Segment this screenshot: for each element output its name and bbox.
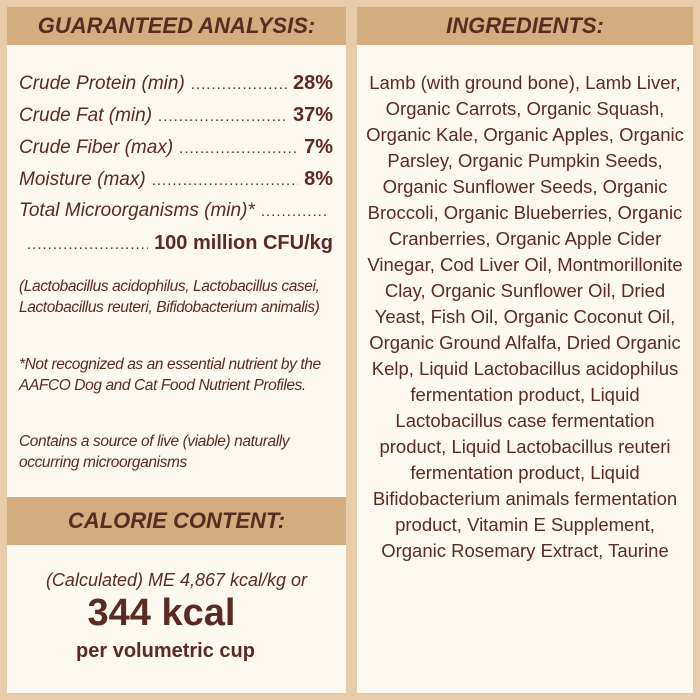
calorie-content-title: CALORIE CONTENT: <box>7 497 346 545</box>
ingredients-title: INGREDIENTS: <box>357 7 693 45</box>
guaranteed-analysis-panel <box>7 7 346 693</box>
calorie-kcal: 344 kcal <box>87 592 236 634</box>
aafco-note: *Not recognized as an essential nutrient… <box>19 356 321 394</box>
calorie-per-cup: per volumetric cup <box>76 640 255 662</box>
live-note: Contains a source of live (viable) natur… <box>19 433 290 471</box>
analysis-row: Crude Protein (min).....................… <box>19 72 333 94</box>
analysis-row: Crude Fiber (max).......................… <box>19 136 333 158</box>
ingredients-list: Lamb (with ground bone), Lamb Liver, Org… <box>366 72 684 561</box>
analysis-row: Moisture (max)..........................… <box>19 168 333 190</box>
analysis-row-value: ........................................… <box>27 232 333 254</box>
calorie-calculated: (Calculated) ME 4,867 kcal/kg or <box>45 570 308 590</box>
ingredients-panel <box>357 7 693 693</box>
guaranteed-analysis-title: GUARANTEED ANALYSIS: <box>7 7 346 45</box>
analysis-row: Total Microorganisms (min)*.............… <box>19 200 327 221</box>
analysis-row: Crude Fat (min).........................… <box>19 104 333 126</box>
strains-note: (Lactobacillus acidophilus, Lactobacillu… <box>19 278 320 316</box>
